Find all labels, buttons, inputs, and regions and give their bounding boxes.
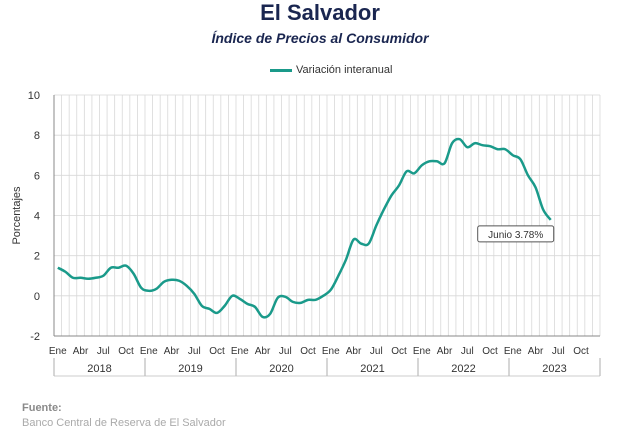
y-tick-label: 10: [28, 90, 40, 102]
chart-subtitle: Índice de Precios al Consumidor: [211, 30, 429, 46]
y-tick-label: 8: [34, 130, 40, 142]
x-tick-month-label: Oct: [209, 346, 225, 357]
source-label: Fuente:: [22, 402, 62, 414]
x-tick-year-label: 2022: [451, 363, 475, 375]
x-tick-month-label: Ene: [140, 346, 158, 357]
chart-title: El Salvador: [260, 0, 380, 25]
x-tick-month-label: Jul: [552, 346, 565, 357]
x-tick-year-label: 2023: [542, 363, 566, 375]
source-text: Banco Central de Reserva de El Salvador: [22, 417, 226, 429]
legend-label: Variación interanual: [296, 64, 393, 76]
line-chart: -2 0 2 4 6 8 10 Porcentajes Ene Abr Jul Oct Ene Abr Ju…: [11, 90, 601, 377]
x-tick-month-label: Abr: [528, 346, 544, 357]
x-tick-month-label: Ene: [231, 346, 249, 357]
x-tick-month-label: Oct: [573, 346, 589, 357]
y-tick-label: 6: [34, 170, 40, 182]
x-tick-month-label: Ene: [504, 346, 522, 357]
x-tick-month-label: Abr: [73, 346, 89, 357]
y-tick-label: 0: [34, 291, 40, 303]
x-tick-month-label: Abr: [346, 346, 362, 357]
x-tick-month-label: Oct: [391, 346, 407, 357]
x-tick-year-label: 2018: [87, 363, 111, 375]
callout-label: Junio 3.78%: [488, 230, 543, 241]
x-tick-month-label: Jul: [279, 346, 292, 357]
y-axis-title: Porcentajes: [11, 186, 23, 245]
x-tick-month-label: Ene: [322, 346, 340, 357]
legend-line-swatch: [270, 68, 292, 72]
y-tick-label: 2: [34, 251, 40, 263]
x-tick-month-label: Jul: [97, 346, 110, 357]
x-tick-month-label: Oct: [482, 346, 498, 357]
x-tick-month-label: Jul: [461, 346, 474, 357]
x-tick-month-label: Oct: [118, 346, 134, 357]
x-tick-year-label: 2019: [178, 363, 202, 375]
x-tick-month-label: Jul: [370, 346, 383, 357]
y-tick-label: 4: [34, 211, 40, 223]
x-tick-month-label: Jul: [188, 346, 201, 357]
callout-box: [477, 225, 555, 243]
x-tick-month-label: Ene: [413, 346, 431, 357]
x-tick-month-label: Abr: [437, 346, 453, 357]
legend: Variación interanual: [270, 64, 392, 76]
y-tick-label: -2: [30, 331, 40, 343]
x-tick-year-label: 2021: [360, 363, 384, 375]
x-tick-month-label: Oct: [300, 346, 316, 357]
x-tick-month-label: Ene: [49, 346, 67, 357]
series-line-variacion-interanual: [57, 137, 552, 319]
x-tick-month-label: Abr: [164, 346, 180, 357]
x-tick-year-label: 2020: [269, 363, 293, 375]
x-tick-month-label: Abr: [255, 346, 271, 357]
